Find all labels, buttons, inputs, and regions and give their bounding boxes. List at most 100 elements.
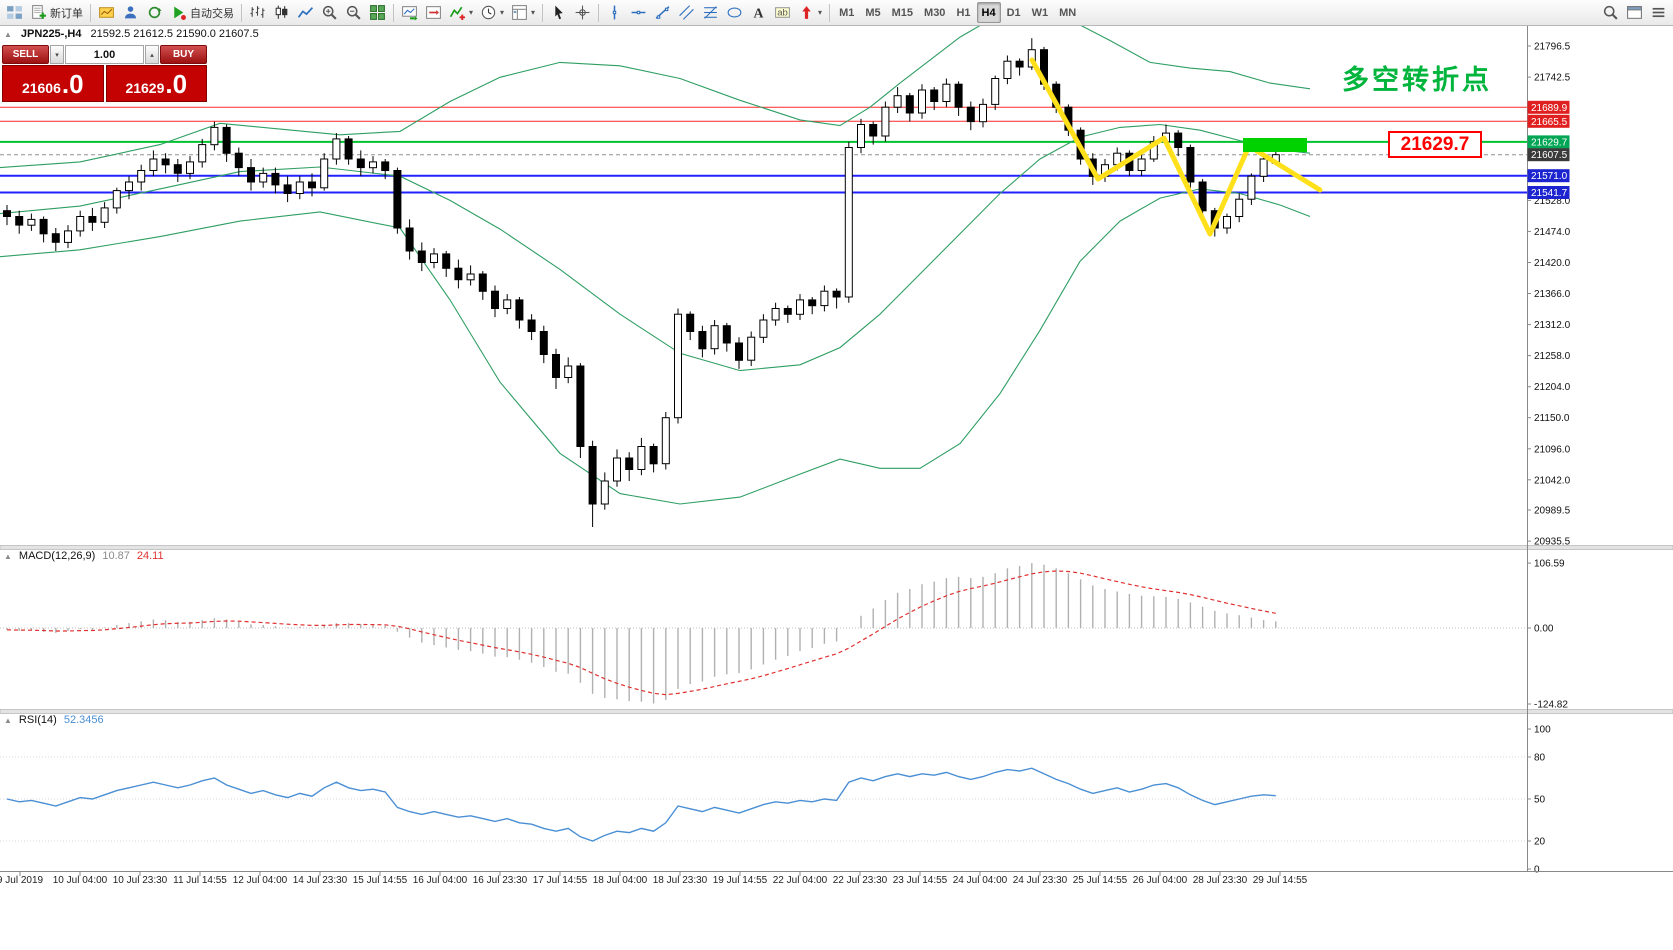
timeframe-mn[interactable]: MN: [1054, 2, 1081, 23]
zoom-out-button[interactable]: [342, 2, 365, 23]
search-icon: [1602, 4, 1619, 21]
chart-annotations[interactable]: [1029, 57, 1323, 237]
textA-icon: A: [750, 4, 767, 21]
price-axis[interactable]: 21796.5 21742.5 21528.0 21474.0 21420.0 21366…: [1527, 26, 1571, 876]
timeframe-h4[interactable]: H4: [976, 2, 1001, 23]
candle-chart-mode-button[interactable]: [270, 2, 293, 23]
horizontal-line-button[interactable]: [627, 2, 650, 23]
autotrading-button[interactable]: 自动交易: [167, 2, 237, 23]
timeframe-m30[interactable]: M30: [919, 2, 950, 23]
svg-text:21796.5: 21796.5: [1534, 42, 1571, 53]
new-chart-window-button[interactable]: [1623, 2, 1646, 23]
chart-canvas[interactable]: 21796.5 21742.5 21528.0 21474.0 21420.0 21366…: [0, 26, 1673, 950]
fibonacci-button[interactable]: [699, 2, 722, 23]
rsi-value: 52.3456: [63, 714, 104, 726]
search-button[interactable]: [1599, 2, 1622, 23]
svg-text:0: 0: [1534, 865, 1540, 876]
new-order-button[interactable]: 新订单: [27, 2, 86, 23]
buy-price-main: 21629: [125, 80, 165, 96]
timeframe-w1[interactable]: W1: [1027, 2, 1054, 23]
time-axis-scale[interactable]: [0, 871, 1673, 876]
layout-button[interactable]: [3, 2, 26, 23]
volume-decrease-button[interactable]: ▾: [50, 45, 64, 64]
symbol-ohlc: 21592.5 21612.5 21590.0 21607.5: [90, 28, 259, 40]
timeframe-m15[interactable]: M15: [887, 2, 918, 23]
buy-price-button[interactable]: 21629.0: [105, 65, 207, 102]
cursor-button[interactable]: [547, 2, 570, 23]
zoom-in-button[interactable]: [318, 2, 341, 23]
timeframe-h1[interactable]: H1: [951, 2, 975, 23]
auto-scroll-button[interactable]: [398, 2, 421, 23]
label-icon: ab: [774, 4, 791, 21]
candles-icon: [273, 4, 290, 21]
text-button[interactable]: A: [747, 2, 770, 23]
collapse-icon[interactable]: ▲: [4, 29, 12, 39]
templates-button[interactable]: ▾: [508, 2, 538, 23]
svg-text:100: 100: [1534, 725, 1551, 736]
text-label-button[interactable]: ab: [771, 2, 794, 23]
line-icon: [297, 4, 314, 21]
toolbar-separator: [90, 3, 91, 22]
dropdown-caret-icon: ▾: [500, 8, 505, 17]
bar-chart-mode-button[interactable]: [246, 2, 269, 23]
svg-text:106.59: 106.59: [1534, 559, 1565, 570]
indicators-button[interactable]: ▾: [446, 2, 476, 23]
channel-icon: [678, 4, 695, 21]
svg-text:-124.82: -124.82: [1534, 700, 1568, 711]
macd-panel: [0, 563, 1527, 704]
indicator-icon: [449, 4, 466, 21]
crosshair-button[interactable]: [571, 2, 594, 23]
zigzag-annotation[interactable]: [1029, 57, 1323, 237]
chart-folder-icon: [98, 4, 115, 21]
toolbar-separator: [393, 3, 394, 22]
sell-price-button[interactable]: 21606.0: [2, 65, 104, 102]
timeframe-d1[interactable]: D1: [1002, 2, 1026, 23]
svg-text:21204.0: 21204.0: [1534, 382, 1571, 393]
svg-text:A: A: [754, 5, 764, 20]
svg-text:21689.9: 21689.9: [1531, 103, 1568, 114]
hamburger-icon: [1650, 4, 1667, 21]
highlight-box-annotation[interactable]: [1243, 138, 1307, 152]
timeframe-m1[interactable]: M1: [834, 2, 859, 23]
equidistant-channel-button[interactable]: [675, 2, 698, 23]
buy-button[interactable]: BUY: [160, 45, 207, 64]
line-chart-mode-button[interactable]: [294, 2, 317, 23]
profiles-button[interactable]: [95, 2, 118, 23]
new-order-icon: [30, 4, 47, 21]
volume-input[interactable]: [65, 45, 144, 64]
market-watch-button[interactable]: [119, 2, 142, 23]
shift-icon: [425, 4, 442, 21]
arrows-button[interactable]: ▾: [795, 2, 825, 23]
menu-button[interactable]: [1647, 2, 1670, 23]
svg-text:21096.0: 21096.0: [1534, 444, 1571, 455]
volume-increase-button[interactable]: ▴: [145, 45, 159, 64]
periods-button[interactable]: ▾: [477, 2, 507, 23]
svg-text:20: 20: [1534, 837, 1546, 848]
zoom-out-icon: [345, 4, 362, 21]
autotrading-label: 自动交易: [190, 7, 234, 20]
svg-text:21528.0: 21528.0: [1534, 196, 1571, 207]
trendline-button[interactable]: [651, 2, 674, 23]
refresh-icon: [146, 4, 163, 21]
arrow-icon: [798, 4, 815, 21]
chart-shift-button[interactable]: [422, 2, 445, 23]
collapse-icon[interactable]: ▲: [4, 715, 12, 725]
shapes-button[interactable]: [723, 2, 746, 23]
timeframe-m5[interactable]: M5: [860, 2, 885, 23]
tile-windows-button[interactable]: [366, 2, 389, 23]
data-refresh-button[interactable]: [143, 2, 166, 23]
svg-text:21420.0: 21420.0: [1534, 258, 1571, 269]
axis-price-tag: [1527, 169, 1570, 183]
collapse-icon[interactable]: ▲: [4, 551, 12, 561]
dropdown-caret-icon: ▾: [531, 8, 536, 17]
symbol-header: ▲ JPN225-,H4 21592.5 21612.5 21590.0 216…: [4, 28, 259, 40]
sell-button[interactable]: SELL: [2, 45, 49, 64]
svg-text:ab: ab: [777, 7, 788, 18]
svg-text:0.00: 0.00: [1534, 624, 1554, 635]
svg-text:21571.0: 21571.0: [1531, 171, 1568, 182]
svg-text:21665.5: 21665.5: [1531, 117, 1568, 128]
rsi-title: RSI(14): [18, 714, 57, 726]
dropdown-caret-icon: ▾: [818, 8, 823, 17]
vertical-line-button[interactable]: [603, 2, 626, 23]
svg-text:21312.0: 21312.0: [1534, 320, 1571, 331]
